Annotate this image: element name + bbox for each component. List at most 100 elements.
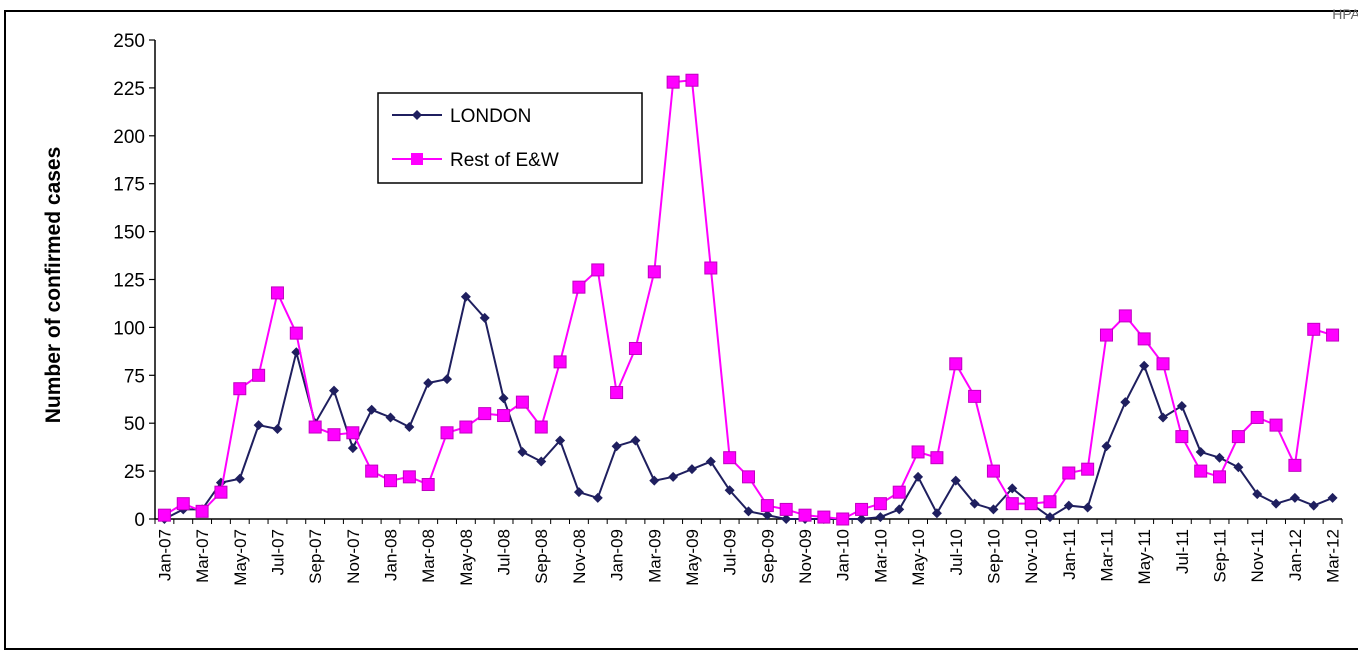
data-point [649, 475, 660, 486]
data-point [1271, 498, 1282, 509]
data-point [1195, 446, 1206, 457]
legend: LONDON Rest of E&W [377, 92, 643, 184]
data-point [798, 508, 812, 522]
data-point [402, 470, 416, 484]
x-tick-label: Jul-10 [947, 529, 966, 575]
y-tick-label: 100 [113, 318, 145, 339]
data-point [1231, 430, 1245, 444]
data-point [875, 512, 886, 523]
data-point [611, 441, 622, 452]
data-point [1118, 309, 1132, 323]
data-point [421, 478, 435, 492]
series-london [159, 291, 1338, 524]
data-point [817, 510, 831, 524]
data-point [308, 420, 322, 434]
data-point [233, 382, 247, 396]
data-point [949, 357, 963, 371]
data-point [760, 499, 774, 513]
data-point [894, 504, 905, 515]
data-point [950, 475, 961, 486]
data-point [252, 368, 266, 382]
x-tick-label: Sep-08 [532, 529, 551, 584]
data-point [272, 423, 283, 434]
corner-text: HPA [1332, 6, 1358, 22]
data-point [1062, 466, 1076, 480]
data-point [856, 514, 867, 524]
data-point [1269, 418, 1283, 432]
legend-label: Rest of E&W [450, 150, 559, 171]
data-point [479, 312, 490, 323]
x-tick-label: Mar-10 [871, 529, 890, 583]
x-tick-label: Mar-09 [645, 529, 664, 583]
data-point [404, 422, 415, 433]
data-point [988, 504, 999, 515]
data-point [666, 75, 680, 89]
data-point [572, 280, 586, 294]
x-tick-label: May-07 [231, 529, 250, 586]
series-layer [157, 73, 1340, 526]
y-tick-label: 225 [113, 79, 145, 100]
data-point [1308, 500, 1319, 511]
data-point [742, 470, 755, 484]
data-point [724, 485, 735, 496]
data-point [968, 389, 982, 403]
data-point [704, 261, 718, 275]
y-tick-label: 50 [124, 414, 145, 435]
series-rest-of-ew [157, 73, 1340, 526]
data-point [911, 445, 925, 459]
data-point [176, 497, 190, 511]
y-tick-label: 250 [113, 31, 145, 52]
data-point [1063, 500, 1074, 511]
y-tick-label: 150 [113, 223, 145, 244]
x-tick-label: Jan-08 [382, 529, 401, 581]
x-tick-label: Mar-12 [1324, 529, 1343, 583]
data-point [1099, 328, 1113, 342]
data-point [1214, 452, 1225, 463]
data-point [1044, 512, 1055, 523]
data-point [969, 498, 980, 509]
data-point [1250, 410, 1264, 424]
x-tick-label: Sep-09 [758, 529, 777, 584]
y-tick-label: 75 [124, 366, 145, 387]
data-point [913, 471, 924, 482]
data-point [1137, 332, 1151, 346]
data-point [743, 506, 754, 517]
data-point [1252, 489, 1263, 500]
data-point [873, 497, 887, 511]
data-point [573, 487, 584, 498]
data-point [1005, 497, 1019, 511]
data-point [1081, 462, 1095, 476]
y-tick-label: 25 [124, 462, 145, 483]
data-point [1120, 397, 1131, 408]
data-point [534, 420, 548, 434]
data-point [779, 502, 793, 516]
data-point [1307, 322, 1321, 336]
x-tick-label: May-09 [683, 529, 702, 586]
x-tick-label: Jul-09 [721, 529, 740, 575]
data-point [366, 404, 377, 415]
x-tick-label: Jul-08 [495, 529, 514, 575]
data-point [385, 412, 396, 423]
data-point [1194, 464, 1208, 478]
data-point [346, 426, 360, 440]
x-tick-label: Nov-09 [796, 529, 815, 584]
data-point [686, 464, 697, 475]
x-tick-label: Jan-10 [834, 529, 853, 581]
data-point [328, 385, 339, 396]
data-point [1007, 483, 1018, 494]
legend-item: Rest of E&W [392, 150, 559, 171]
data-point [628, 341, 642, 355]
data-point [1101, 441, 1112, 452]
data-point [289, 326, 303, 340]
data-point [440, 426, 454, 440]
data-point [781, 514, 792, 524]
data-point [478, 407, 492, 421]
data-point [931, 508, 942, 519]
data-point [347, 443, 358, 454]
x-tick-label: Nov-08 [570, 529, 589, 584]
data-point [1289, 492, 1300, 503]
legend-marker [412, 110, 422, 120]
data-point [195, 504, 209, 518]
data-point [234, 473, 245, 484]
